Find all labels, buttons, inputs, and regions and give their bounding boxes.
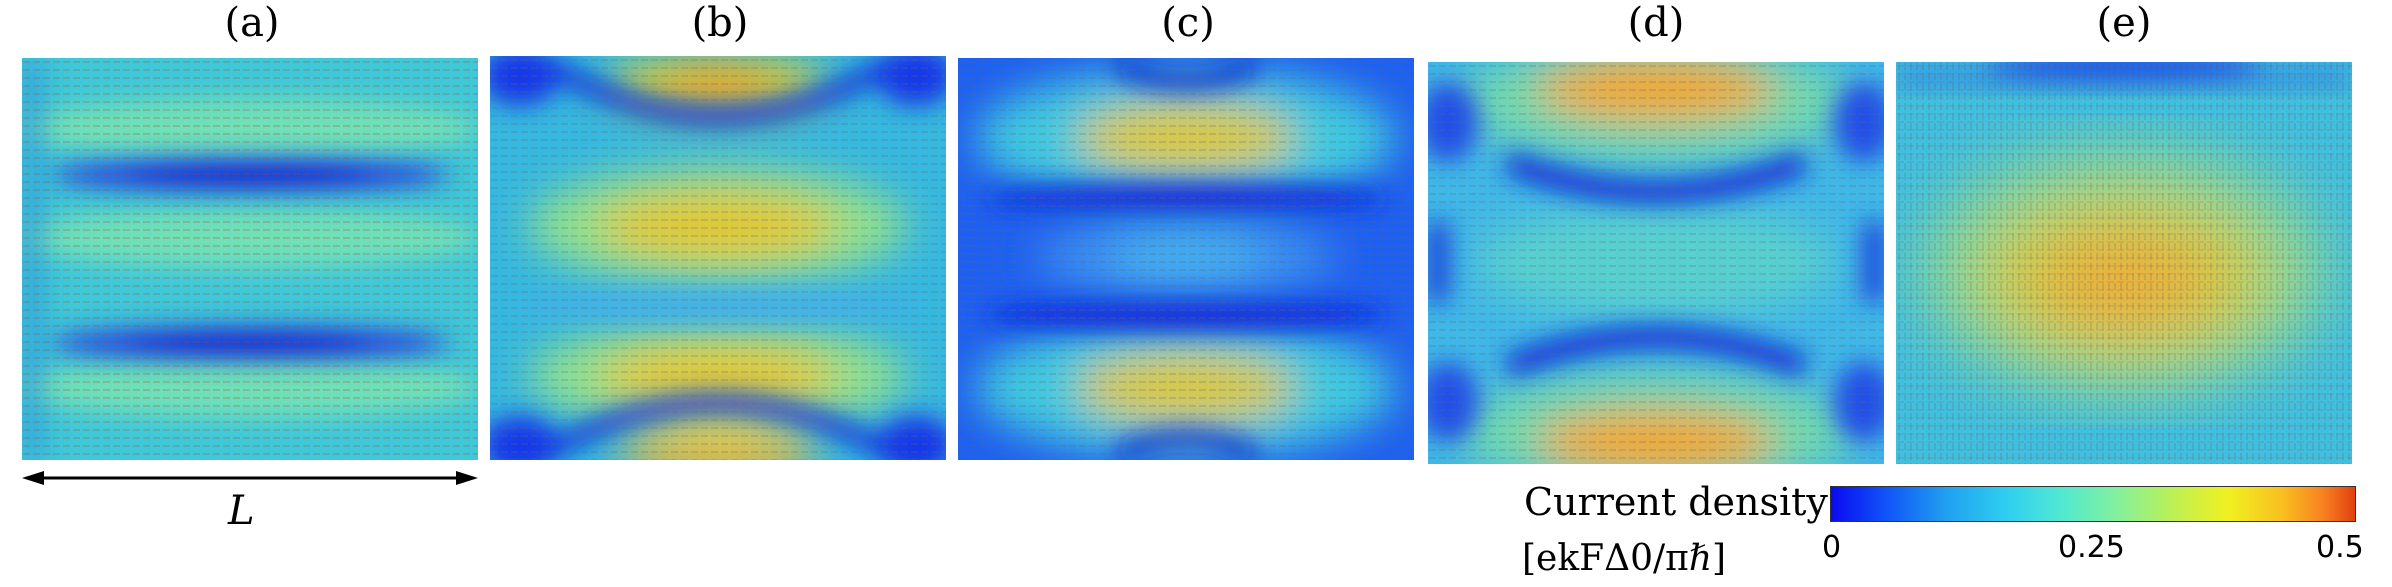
colorbar-tick-0.5: 0.5 [2316,530,2364,565]
colorbar-title: Current density [1524,480,1828,524]
heatmap-panel-b [490,56,946,460]
scale-bar-label: L [228,488,255,534]
colorbar-unit: [ekFΔ0/πℏ] [1522,538,1727,579]
panel-label-a: (a) [224,0,280,46]
heatmap-panel-c [958,58,1414,460]
heatmap-panel-d [1428,62,1884,464]
scale-bar-arrow [22,471,478,485]
colorbar-gradient [1830,486,2356,522]
heatmap-panel-e [1896,62,2352,464]
colorbar-tick-0: 0 [1822,530,1842,565]
panel-label-d: (d) [1627,0,1685,46]
panel-label-e: (e) [2096,0,2152,46]
panel-label-b: (b) [691,0,749,46]
colorbar-tick-0.25: 0.25 [2058,530,2125,565]
panel-label-c: (c) [1161,0,1215,46]
heatmap-panel-a [22,58,478,460]
